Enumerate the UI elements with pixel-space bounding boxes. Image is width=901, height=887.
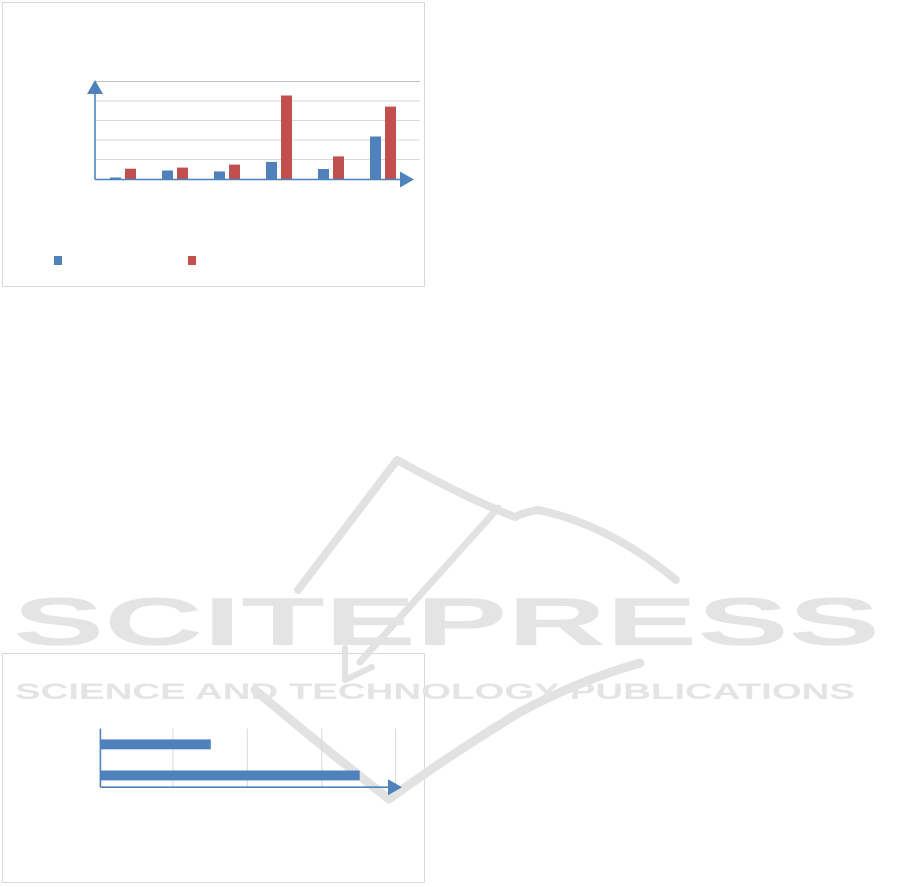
svg-text:SCITEPRESS: SCITEPRESS [13,584,880,660]
